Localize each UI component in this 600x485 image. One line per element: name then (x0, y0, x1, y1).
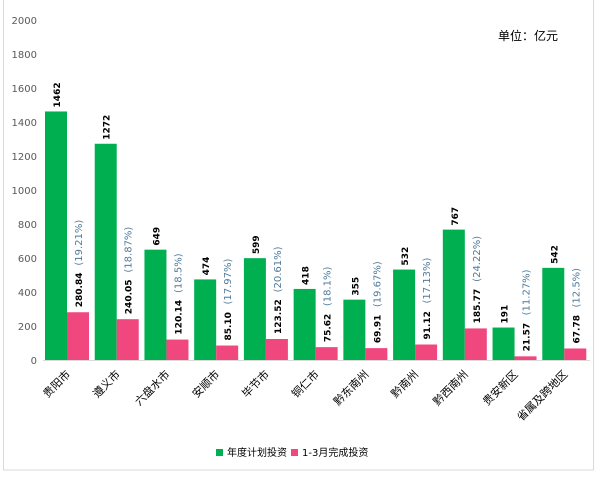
bar-q1-completed (216, 345, 239, 360)
y-tick-label: 1800 (12, 50, 37, 61)
data-label-percent: (18.1%) (323, 266, 334, 306)
legend-swatch (216, 449, 223, 456)
data-label-q1-completed: 69.91 (373, 315, 383, 343)
y-tick-label: 600 (18, 254, 37, 265)
data-label-q1-completed: 120.14 (174, 300, 184, 335)
data-label-q1-completed: 185.77 (473, 289, 483, 324)
bar-q1-completed (365, 348, 388, 360)
bar-annual-plan (442, 229, 465, 360)
data-label-annual-plan: 418 (302, 266, 312, 285)
data-label-annual-plan: 1462 (53, 82, 63, 107)
bar-annual-plan (393, 269, 416, 360)
data-label-annual-plan: 649 (152, 227, 162, 246)
data-label-q1-completed: 240.05 (125, 279, 135, 314)
bar-q1-completed (564, 348, 587, 360)
legend: 年度计划投资 1-3月完成投资 (216, 446, 368, 459)
y-tick-label: 1400 (12, 118, 37, 129)
data-label-q1-completed: 75.62 (324, 314, 334, 342)
data-label-q1-completed: 67.78 (572, 315, 582, 343)
y-tick-label: 0 (31, 356, 37, 367)
bar-q1-completed (67, 312, 89, 360)
bar-q1-completed (166, 339, 189, 360)
bar-annual-plan (45, 111, 67, 361)
data-label-annual-plan: 474 (202, 257, 212, 276)
bar-annual-plan (243, 258, 266, 360)
y-tick-label: 1000 (12, 186, 37, 197)
bar-q1-completed (116, 319, 139, 360)
y-tick-label: 1200 (12, 152, 37, 163)
data-label-q1-completed: 21.57 (523, 323, 533, 351)
data-label-percent: (12.5%) (571, 268, 582, 308)
bar-q1-completed (514, 356, 537, 360)
data-label-annual-plan: 599 (252, 235, 262, 254)
bar-annual-plan (343, 299, 366, 360)
y-tick-label: 800 (18, 220, 37, 231)
bar-q1-completed (464, 328, 487, 360)
data-label-percent: (20.61%) (273, 246, 284, 292)
data-label-q1-completed: 85.10 (224, 312, 234, 340)
data-label-annual-plan: 355 (351, 277, 361, 296)
data-label-percent: (18.5%) (173, 253, 184, 293)
y-tick-label: 1600 (12, 84, 37, 95)
y-tick-label: 400 (18, 288, 37, 299)
data-label-q1-completed: 91.12 (423, 311, 433, 339)
data-label-q1-completed: 123.52 (274, 299, 284, 334)
bar-annual-plan (492, 327, 515, 360)
data-label-percent: (19.21%) (74, 220, 85, 266)
data-label-percent: (24.22%) (472, 236, 483, 282)
bar-q1-completed (415, 344, 438, 360)
data-label-annual-plan: 767 (451, 207, 461, 226)
bar-q1-completed (265, 339, 288, 360)
legend-label: 年度计划投资 (227, 446, 287, 459)
legend-label: 1-3月完成投资 (302, 446, 368, 459)
bar-annual-plan (293, 288, 316, 360)
unit-label: 单位：亿元 (498, 28, 558, 43)
bar-annual-plan (542, 267, 565, 360)
bar-annual-plan (194, 279, 217, 360)
data-label-q1-completed: 280.84 (75, 273, 85, 308)
data-label-annual-plan: 542 (550, 245, 560, 264)
data-label-percent: (19.67%) (372, 261, 383, 307)
data-label-annual-plan: 532 (401, 247, 411, 266)
bar-q1-completed (315, 347, 338, 360)
data-label-percent: (11.27%) (522, 269, 533, 315)
data-label-annual-plan: 1272 (103, 115, 113, 140)
bar-annual-plan (144, 249, 167, 360)
data-label-annual-plan: 191 (501, 305, 511, 324)
data-label-percent: (18.87%) (124, 227, 135, 273)
legend-swatch (291, 449, 298, 456)
y-tick-label: 2000 (12, 16, 37, 27)
bar-annual-plan (94, 143, 117, 360)
data-label-percent: (17.97%) (223, 259, 234, 305)
data-label-percent: (17.13%) (422, 257, 433, 303)
y-tick-label: 200 (18, 322, 37, 333)
